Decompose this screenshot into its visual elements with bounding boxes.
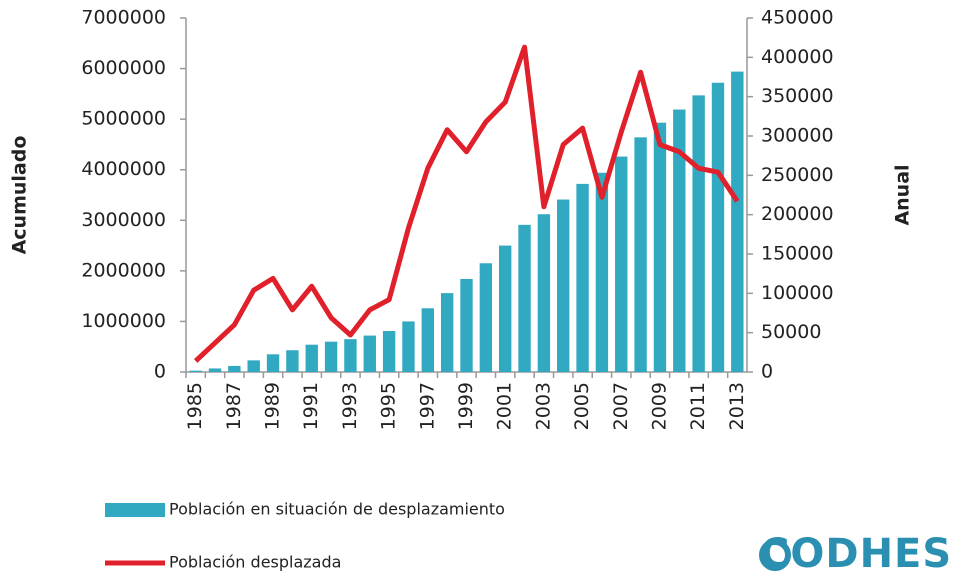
bar	[402, 321, 415, 372]
y2-tick-label: 200000	[761, 203, 834, 225]
x-tick-label: 2011	[687, 382, 709, 430]
bar	[711, 82, 725, 372]
bar	[595, 172, 609, 372]
bar	[266, 354, 280, 372]
x-tick-label: 1989	[262, 382, 284, 430]
x-tick-label: 1987	[223, 382, 245, 430]
bar	[440, 293, 454, 372]
bar	[228, 365, 241, 372]
y-tick-label: 6000000	[81, 57, 166, 79]
bar	[518, 224, 531, 372]
x-tick-label: 1991	[300, 382, 322, 430]
x-tick-label: 2009	[648, 382, 670, 430]
y2-tick-label: 300000	[761, 125, 834, 147]
bar	[731, 71, 744, 372]
logo: CODHES	[759, 531, 952, 577]
bar	[692, 95, 705, 373]
x-tick-label: 1993	[339, 382, 361, 430]
x-tick-label: 2013	[726, 382, 748, 430]
bar	[673, 109, 686, 372]
y2-tick-label: 100000	[761, 282, 834, 304]
y2-tick-label: 0	[761, 361, 773, 383]
y2-tick-label: 400000	[761, 46, 834, 68]
y-tick-label: 3000000	[81, 209, 166, 231]
y-tick-label: 4000000	[81, 158, 166, 180]
y2-tick-label: 250000	[761, 164, 834, 186]
y2-tick-label: 50000	[761, 321, 821, 343]
y2-tick-label: 150000	[761, 243, 834, 265]
x-tick-label: 2001	[494, 382, 516, 430]
bar	[498, 245, 512, 372]
y-tick-label: 0	[154, 361, 166, 383]
logo-text: CODHES	[760, 531, 952, 577]
y2-axis-label: Anual	[892, 164, 914, 225]
y-tick-label: 1000000	[81, 310, 166, 332]
bar	[653, 122, 667, 372]
y-tick-label: 7000000	[81, 7, 166, 29]
bar	[537, 214, 551, 372]
logo-icon	[759, 539, 791, 571]
x-tick-label: 2005	[571, 382, 593, 430]
bar	[382, 331, 396, 372]
legend-swatch	[105, 503, 165, 517]
bar	[421, 308, 435, 372]
y-axis-label: Acumulado	[9, 136, 31, 255]
x-tick-label: 1995	[378, 382, 400, 430]
bar	[576, 183, 589, 372]
bar	[634, 137, 647, 372]
y-tick-label: 5000000	[81, 108, 166, 130]
bar	[344, 339, 357, 372]
bar	[247, 360, 260, 372]
x-tick-label: 1985	[184, 382, 206, 430]
bar	[189, 370, 202, 372]
bar	[324, 341, 338, 372]
y2-tick-label: 450000	[761, 7, 834, 29]
bar	[460, 278, 473, 372]
line	[193, 44, 740, 363]
y2-tick-label: 350000	[761, 85, 834, 107]
x-tick-label: 2003	[532, 382, 554, 430]
x-tick-label: 2007	[610, 382, 632, 430]
legend-label: Población desplazada	[169, 553, 341, 572]
bar	[363, 335, 376, 372]
bar	[615, 156, 628, 372]
bar	[557, 199, 570, 372]
bar	[305, 344, 318, 372]
bar	[286, 350, 299, 372]
x-tick-label: 1997	[416, 382, 438, 430]
bar	[479, 263, 493, 372]
y-tick-label: 2000000	[81, 259, 166, 281]
legend-label: Población en situación de desplazamiento	[169, 500, 505, 519]
x-tick-label: 1999	[455, 382, 477, 430]
bar	[208, 368, 222, 372]
